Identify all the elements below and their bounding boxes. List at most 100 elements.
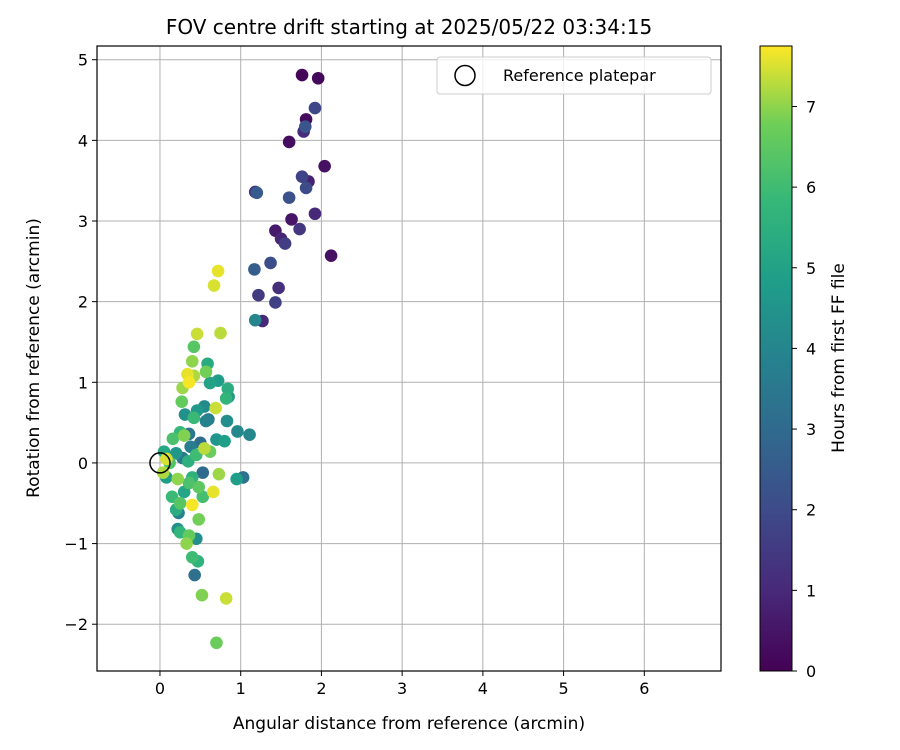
data-point <box>185 355 199 368</box>
data-point <box>218 434 231 448</box>
data-point <box>206 485 220 499</box>
data-point <box>250 186 264 200</box>
x-tick-label: 2 <box>316 679 326 698</box>
colorbar-tick-label: 1 <box>806 581 816 600</box>
data-point <box>272 281 285 295</box>
data-points <box>149 68 338 650</box>
data-point <box>248 263 261 276</box>
data-point <box>219 592 233 605</box>
colorbar-tick-label: 0 <box>806 662 816 681</box>
data-point <box>211 264 225 278</box>
y-tick-label: 1 <box>78 373 88 392</box>
data-point <box>212 467 226 481</box>
data-point <box>221 382 235 396</box>
data-point <box>177 429 191 442</box>
colorbar-tick-label: 2 <box>806 501 816 520</box>
data-point <box>220 414 234 428</box>
data-point <box>269 296 282 309</box>
colorbar-tick-label: 5 <box>806 259 816 278</box>
plot-frame <box>96 45 722 672</box>
data-point <box>196 466 210 479</box>
colorbar: 0 1 2 3 4 5 6 7 Hours from first FF file <box>759 45 849 681</box>
data-point <box>190 327 204 341</box>
data-point <box>278 237 292 250</box>
x-tick-label: 1 <box>236 679 246 698</box>
data-point <box>192 480 206 494</box>
data-point <box>199 365 213 379</box>
data-point <box>298 120 312 133</box>
data-point <box>285 213 298 226</box>
data-point <box>188 568 201 582</box>
data-point <box>299 181 313 195</box>
data-point <box>219 392 233 405</box>
colorbar-tick-label: 3 <box>806 420 816 439</box>
data-point <box>248 313 262 327</box>
data-point <box>195 588 209 602</box>
data-point <box>230 472 243 486</box>
colorbar-tick-label: 7 <box>806 97 816 116</box>
x-axis-ticks: 0 1 2 3 4 5 6 <box>155 671 649 698</box>
data-point <box>192 513 206 526</box>
data-point <box>198 442 211 455</box>
legend: Reference platepar <box>436 56 712 95</box>
colorbar-tick-label: 6 <box>806 178 816 197</box>
y-tick-label: 3 <box>78 212 88 231</box>
data-point <box>295 68 309 82</box>
data-point <box>185 498 199 512</box>
y-tick-label: −2 <box>64 615 88 634</box>
y-axis-label: Rotation from reference (arcmin) <box>24 218 44 498</box>
data-point <box>214 326 227 340</box>
data-point <box>187 411 201 425</box>
grid-lines <box>97 46 721 671</box>
x-tick-label: 0 <box>155 679 165 698</box>
legend-label-reference: Reference platepar <box>503 66 656 85</box>
legend-box <box>436 56 712 95</box>
data-point <box>175 395 189 408</box>
data-point <box>166 432 180 446</box>
x-tick-label: 6 <box>639 679 649 698</box>
data-point <box>324 249 338 262</box>
data-point <box>169 446 183 460</box>
data-point <box>264 256 277 270</box>
data-point <box>199 414 213 428</box>
data-point <box>252 288 265 302</box>
data-point <box>308 101 322 115</box>
data-point <box>207 279 221 292</box>
data-point <box>171 472 185 486</box>
data-point <box>196 490 210 504</box>
data-point <box>180 537 193 550</box>
colorbar-tick-label: 4 <box>806 339 816 358</box>
data-point <box>243 428 256 442</box>
data-point <box>210 636 223 650</box>
data-point <box>282 135 296 149</box>
colorbar-ticks: 0 1 2 3 4 5 6 7 <box>792 97 816 681</box>
data-point <box>318 159 331 173</box>
data-point <box>311 71 325 85</box>
data-point <box>231 425 244 438</box>
x-tick-label: 3 <box>397 679 407 698</box>
data-point <box>182 476 196 490</box>
x-axis-label: Angular distance from reference (arcmin) <box>233 714 585 734</box>
y-tick-label: 4 <box>78 131 88 150</box>
data-point <box>209 401 222 415</box>
y-tick-label: 0 <box>78 454 88 473</box>
data-point <box>282 191 296 204</box>
data-point <box>185 550 199 564</box>
y-axis-ticks: −2 −1 0 1 2 3 4 5 <box>64 51 97 634</box>
data-point <box>173 496 187 510</box>
chart-title: FOV centre drift starting at 2025/05/22 … <box>166 15 652 39</box>
reference-platepar-marker <box>149 452 171 474</box>
x-tick-label: 5 <box>558 679 568 698</box>
colorbar-label: Hours from first FF file <box>829 263 849 453</box>
y-tick-label: 5 <box>78 51 88 70</box>
data-point <box>203 376 217 390</box>
x-tick-label: 4 <box>478 679 488 698</box>
legend-marker-reference <box>454 64 476 87</box>
y-tick-label: −1 <box>64 535 88 554</box>
data-point <box>293 222 306 236</box>
data-point <box>308 207 322 221</box>
y-tick-label: 2 <box>78 293 88 312</box>
data-point <box>295 170 309 183</box>
colorbar-gradient <box>759 45 793 672</box>
